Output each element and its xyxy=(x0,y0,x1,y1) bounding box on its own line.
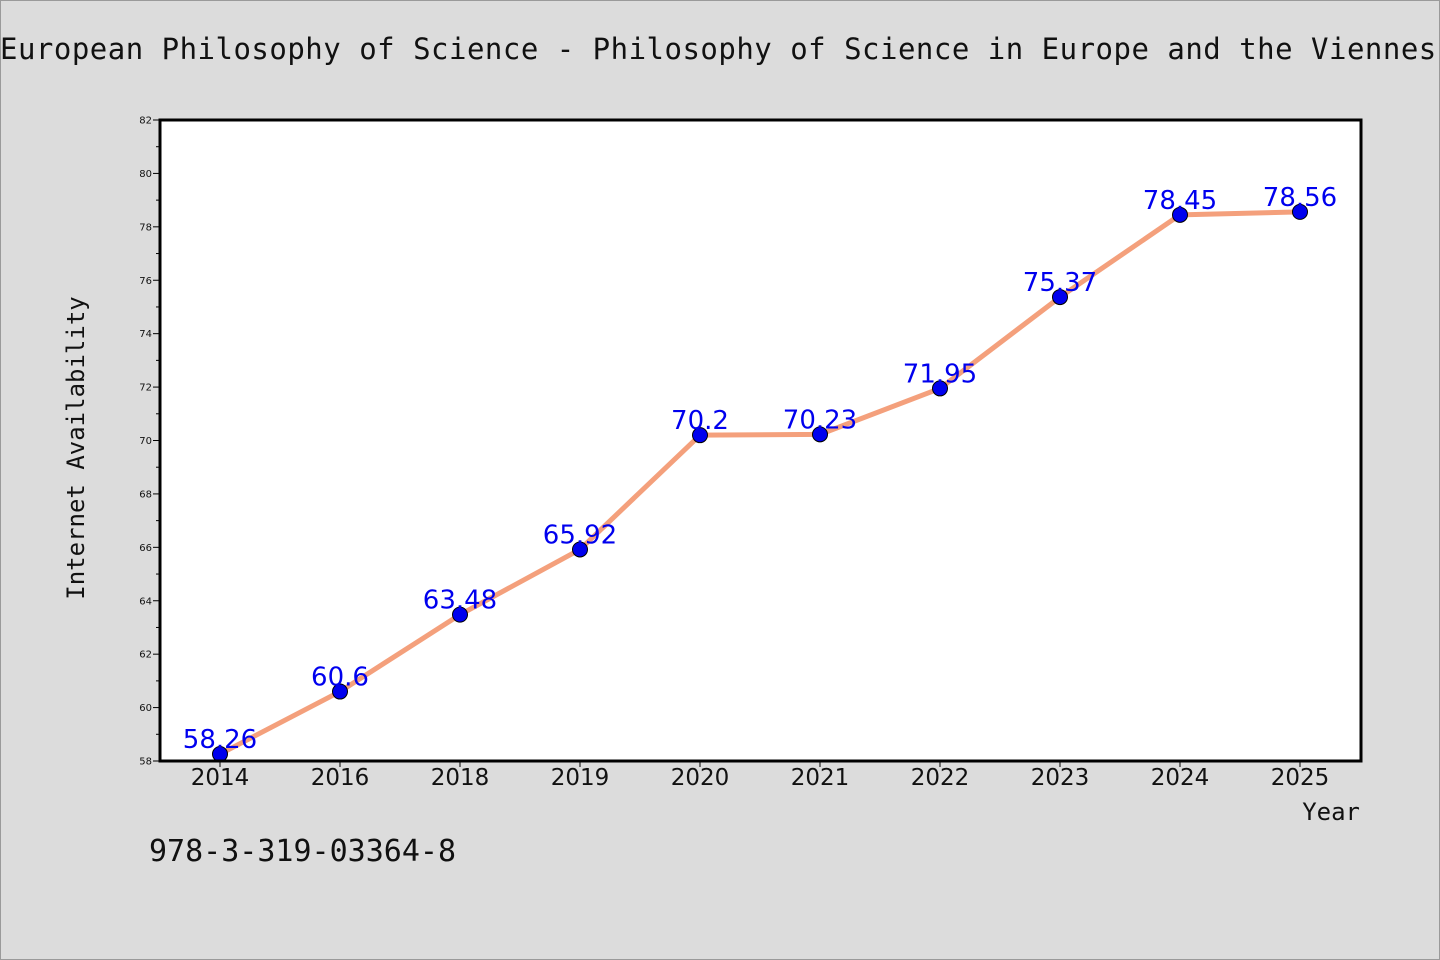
data-point xyxy=(572,541,588,558)
y-tick-label: 64 xyxy=(139,596,152,607)
data-label: 70.23 xyxy=(783,405,857,435)
data-point xyxy=(1292,203,1308,220)
y-tick-label: 60 xyxy=(139,703,152,714)
data-label: 58.26 xyxy=(183,725,257,755)
plot-border xyxy=(158,118,1363,763)
x-tick-label: 2016 xyxy=(311,765,370,791)
y-tick-label: 62 xyxy=(139,650,152,661)
data-point xyxy=(932,380,948,397)
footer-isbn: 978-3-319-03364-8 xyxy=(149,834,457,869)
data-point xyxy=(1052,289,1068,306)
y-tick-label: 70 xyxy=(139,436,152,447)
x-tick-label: 2018 xyxy=(431,765,490,791)
x-tick-label: 2022 xyxy=(911,765,970,791)
data-point xyxy=(452,606,468,623)
y-tick-label: 58 xyxy=(139,757,152,768)
series-layer: 58.26 60.6 63.48 65.92 70.2 70.23 71.95 75.37 78… xyxy=(183,183,1337,763)
data-point xyxy=(692,427,708,444)
data-label: 60.6 xyxy=(311,663,369,693)
x-tick-label: 2025 xyxy=(1271,765,1330,791)
data-label: 78.56 xyxy=(1263,183,1337,213)
x-tick-label: 2020 xyxy=(671,765,730,791)
y-axis-label: Internet Availability xyxy=(62,296,90,599)
x-axis: 2014 2016 2018 2019 2020 2021 2022 2023 2024 2025 xyxy=(191,761,1330,791)
data-label: 78.45 xyxy=(1143,186,1217,216)
data-label: 71.95 xyxy=(903,359,977,389)
x-tick-label: 2023 xyxy=(1031,765,1090,791)
series-line xyxy=(217,209,1303,757)
data-label: 65.92 xyxy=(543,520,617,550)
data-label: 75.37 xyxy=(1023,268,1097,298)
y-tick-label: 72 xyxy=(139,383,152,394)
y-tick-label: 66 xyxy=(139,543,152,554)
x-axis-label: Year xyxy=(1302,798,1360,826)
y-tick-label: 68 xyxy=(139,489,152,500)
data-point xyxy=(332,683,348,700)
x-tick-label: 2024 xyxy=(1151,765,1210,791)
data-label: 63.48 xyxy=(423,586,497,616)
y-tick-label: 80 xyxy=(139,169,152,180)
y-tick-label: 74 xyxy=(139,329,152,340)
x-tick-label: 2014 xyxy=(191,765,250,791)
x-tick-label: 2021 xyxy=(791,765,850,791)
data-label: 70.2 xyxy=(671,406,729,436)
y-axis: 58 60 62 64 66 68 70 72 74 76 78 80 82 xyxy=(139,116,160,768)
data-point xyxy=(1172,206,1188,223)
data-point xyxy=(812,426,828,443)
chart-title: European Philosophy of Science - Philoso… xyxy=(0,32,1437,66)
x-tick-label: 2019 xyxy=(551,765,610,791)
y-tick-label: 76 xyxy=(139,276,152,287)
y-tick-label: 82 xyxy=(139,116,152,127)
y-tick-label: 78 xyxy=(139,222,152,233)
